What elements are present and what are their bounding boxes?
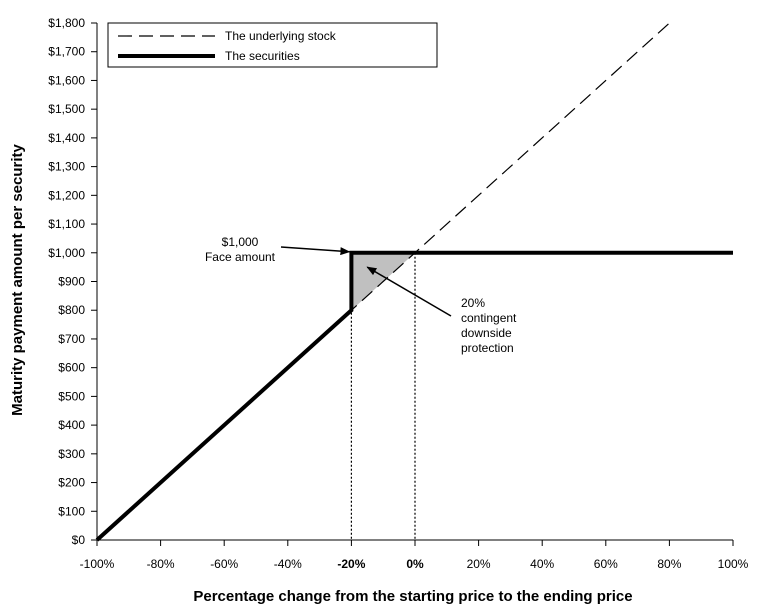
- x-tick-label: -40%: [274, 557, 302, 571]
- x-tick-label: 0%: [406, 557, 424, 571]
- y-tick-label: $500: [58, 389, 85, 403]
- y-tick-label: $100: [58, 504, 85, 518]
- x-tick-label: 20%: [467, 557, 491, 571]
- legend-box: [107, 22, 438, 68]
- securities-line: [95, 250, 733, 542]
- protection-arrow: [366, 266, 452, 317]
- x-tick-label: -60%: [210, 557, 238, 571]
- annotation-line: 20%: [461, 296, 485, 310]
- y-axis-title: Maturity payment amount per security: [9, 143, 26, 415]
- y-tick-label: $400: [58, 418, 85, 432]
- y-tick-label: $1,400: [48, 131, 85, 145]
- protection-annotation: 20% contingent downside protection: [461, 296, 517, 355]
- y-tick-label: $1,200: [48, 188, 85, 202]
- y-tick-label: $1,500: [48, 102, 85, 116]
- legend: The underlying stock The securities: [107, 22, 438, 68]
- annotation-line: Face amount: [205, 250, 276, 264]
- face-amount-annotation: $1,000 Face amount: [205, 235, 276, 264]
- y-tick-label: $0: [72, 533, 86, 547]
- x-tick-label: 40%: [530, 557, 554, 571]
- legend-label-underlying-stock: The underlying stock: [225, 29, 337, 43]
- x-tick-label: 60%: [594, 557, 618, 571]
- y-tick-label: $1,800: [48, 16, 85, 30]
- y-tick-label: $200: [58, 476, 85, 490]
- legend-label-securities: The securities: [225, 49, 300, 63]
- y-tick-label: $1,600: [48, 73, 85, 87]
- annotation-line: contingent: [461, 311, 517, 325]
- annotation-line: downside: [461, 326, 512, 340]
- annotation-line: protection: [461, 341, 514, 355]
- x-tick-label: -20%: [337, 557, 365, 571]
- y-tick-label: $900: [58, 275, 85, 289]
- x-axis-title: Percentage change from the starting pric…: [193, 588, 632, 605]
- annotation-line: $1,000: [222, 235, 259, 249]
- y-tick-label: $1,000: [48, 246, 85, 260]
- x-tick-label: 80%: [657, 557, 681, 571]
- y-tick-label: $1,300: [48, 160, 85, 174]
- x-tick-label: -80%: [147, 557, 175, 571]
- x-tick-label: 100%: [718, 557, 749, 571]
- y-tick-label: $300: [58, 447, 85, 461]
- x-tick-label: -100%: [80, 557, 115, 571]
- y-tick-label: $1,100: [48, 217, 85, 231]
- face-amount-arrow: [280, 246, 351, 256]
- y-tick-label: $800: [58, 303, 85, 317]
- y-tick-label: $600: [58, 361, 85, 375]
- y-tick-label: $1,700: [48, 45, 85, 59]
- y-tick-label: $700: [58, 332, 85, 346]
